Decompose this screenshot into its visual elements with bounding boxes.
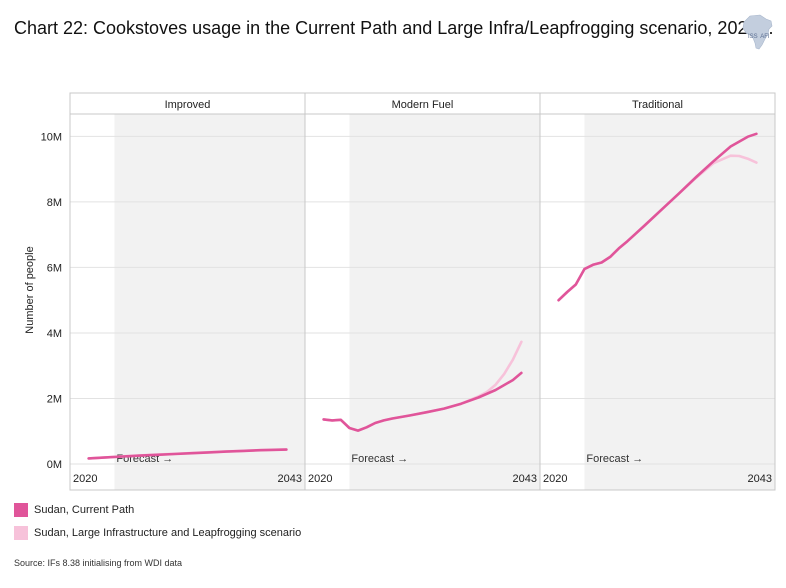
y-axis-label: Number of people	[24, 246, 36, 333]
forecast-label: Forecast →	[351, 453, 408, 465]
series-line-current-path	[87, 448, 288, 460]
legend-label-leapfrogging: Sudan, Large Infrastructure and Leapfrog…	[34, 527, 302, 539]
y-tick-label: 10M	[41, 131, 62, 143]
legend-label-current-path: Sudan, Current Path	[34, 504, 135, 516]
panel-frame	[539, 92, 776, 491]
legend-item-leapfrogging: Sudan, Large Infrastructure and Leapfrog…	[14, 526, 301, 540]
panel-title: Modern Fuel	[392, 99, 454, 111]
forecast-region	[349, 114, 540, 490]
forecast-region	[114, 114, 306, 490]
forecast-label: Forecast →	[586, 453, 643, 465]
logo-text: ISS AFI	[748, 30, 770, 40]
legend-swatch-current-path	[14, 503, 28, 517]
y-tick-label: 6M	[47, 262, 62, 274]
series-line-current-path	[322, 371, 523, 432]
x-tick-label: 2043	[278, 473, 302, 485]
logo-main: ISS	[748, 34, 758, 40]
x-tick-label: 2043	[748, 473, 772, 485]
y-tick-label: 2M	[47, 393, 62, 405]
forecast-region	[584, 114, 775, 490]
y-tick-label: 8M	[47, 197, 62, 209]
series-line-current-path	[557, 132, 758, 302]
y-tick-label: 4M	[47, 328, 62, 340]
y-tick-label: 0M	[47, 459, 62, 471]
x-tick-label: 2020	[308, 473, 332, 485]
source-note: Source: IFs 8.38 initialising from WDI d…	[14, 558, 183, 568]
logo-suffix: AFI	[760, 34, 770, 40]
chart-title: Chart 22: Cookstoves usage in the Curren…	[14, 18, 774, 38]
chart-area: Improved Forecast → 2020 2043 Modern Fuel For…	[24, 92, 776, 491]
legend-item-current-path: Sudan, Current Path	[14, 503, 134, 517]
x-tick-label: 2020	[73, 473, 97, 485]
panel-title: Traditional	[632, 99, 683, 111]
legend-swatch-leapfrogging	[14, 526, 28, 540]
panel-title: Improved	[165, 99, 211, 111]
africa-map-icon	[742, 14, 773, 50]
x-tick-label: 2043	[513, 473, 537, 485]
x-tick-label: 2020	[543, 473, 567, 485]
